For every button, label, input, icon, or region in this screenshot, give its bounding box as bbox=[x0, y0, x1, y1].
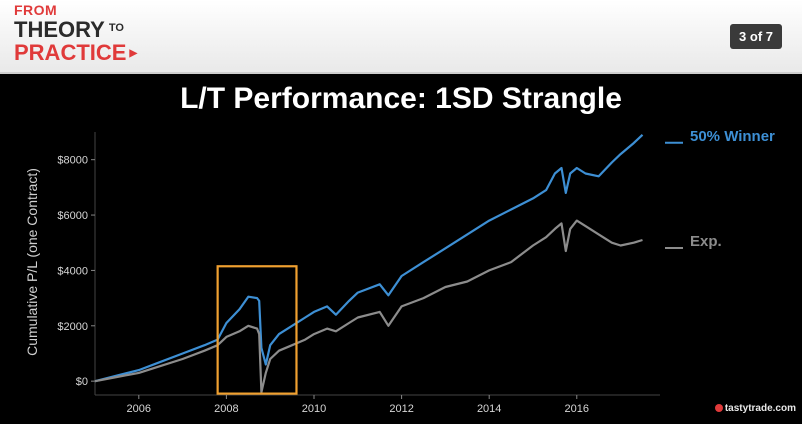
x-tick-label: 2012 bbox=[389, 403, 413, 415]
brand-to: TO bbox=[108, 22, 124, 34]
slide-header: FROM THEORY TO PRACTICE ▶ 3 of 7 bbox=[0, 0, 802, 74]
slide-counter-badge: 3 of 7 bbox=[730, 24, 782, 49]
brand-practice: PRACTICE bbox=[14, 40, 127, 65]
brand-from: FROM bbox=[14, 2, 58, 18]
logo-text: tastytrade bbox=[724, 403, 773, 414]
y-tick-label: $8000 bbox=[57, 155, 88, 167]
x-tick-label: 2008 bbox=[214, 403, 238, 415]
legend-label: Exp. bbox=[690, 233, 722, 250]
brand-theory: THEORY bbox=[14, 17, 105, 42]
y-tick-label: $2000 bbox=[57, 321, 88, 333]
y-tick-label: $6000 bbox=[57, 210, 88, 222]
x-tick-label: 2010 bbox=[302, 403, 326, 415]
play-triangle-icon: ▶ bbox=[129, 48, 138, 60]
tastytrade-logo: tastytrade.com bbox=[714, 403, 796, 414]
highlight-box bbox=[216, 265, 298, 395]
chart-title: L/T Performance: 1SD Strangle bbox=[180, 82, 622, 115]
y-tick-label: $0 bbox=[76, 376, 88, 388]
series-line bbox=[94, 219, 643, 394]
legend-label: 50% Winner bbox=[690, 128, 775, 145]
brand-logo: FROM THEORY TO PRACTICE ▶ bbox=[14, 3, 137, 64]
x-tick-label: 2016 bbox=[565, 403, 589, 415]
x-tick-label: 2006 bbox=[127, 403, 151, 415]
logo-suffix: .com bbox=[772, 403, 796, 414]
cherry-icon bbox=[714, 404, 723, 413]
x-tick-label: 2014 bbox=[477, 403, 501, 415]
y-tick-label: $4000 bbox=[57, 265, 88, 277]
series-line bbox=[94, 133, 644, 383]
